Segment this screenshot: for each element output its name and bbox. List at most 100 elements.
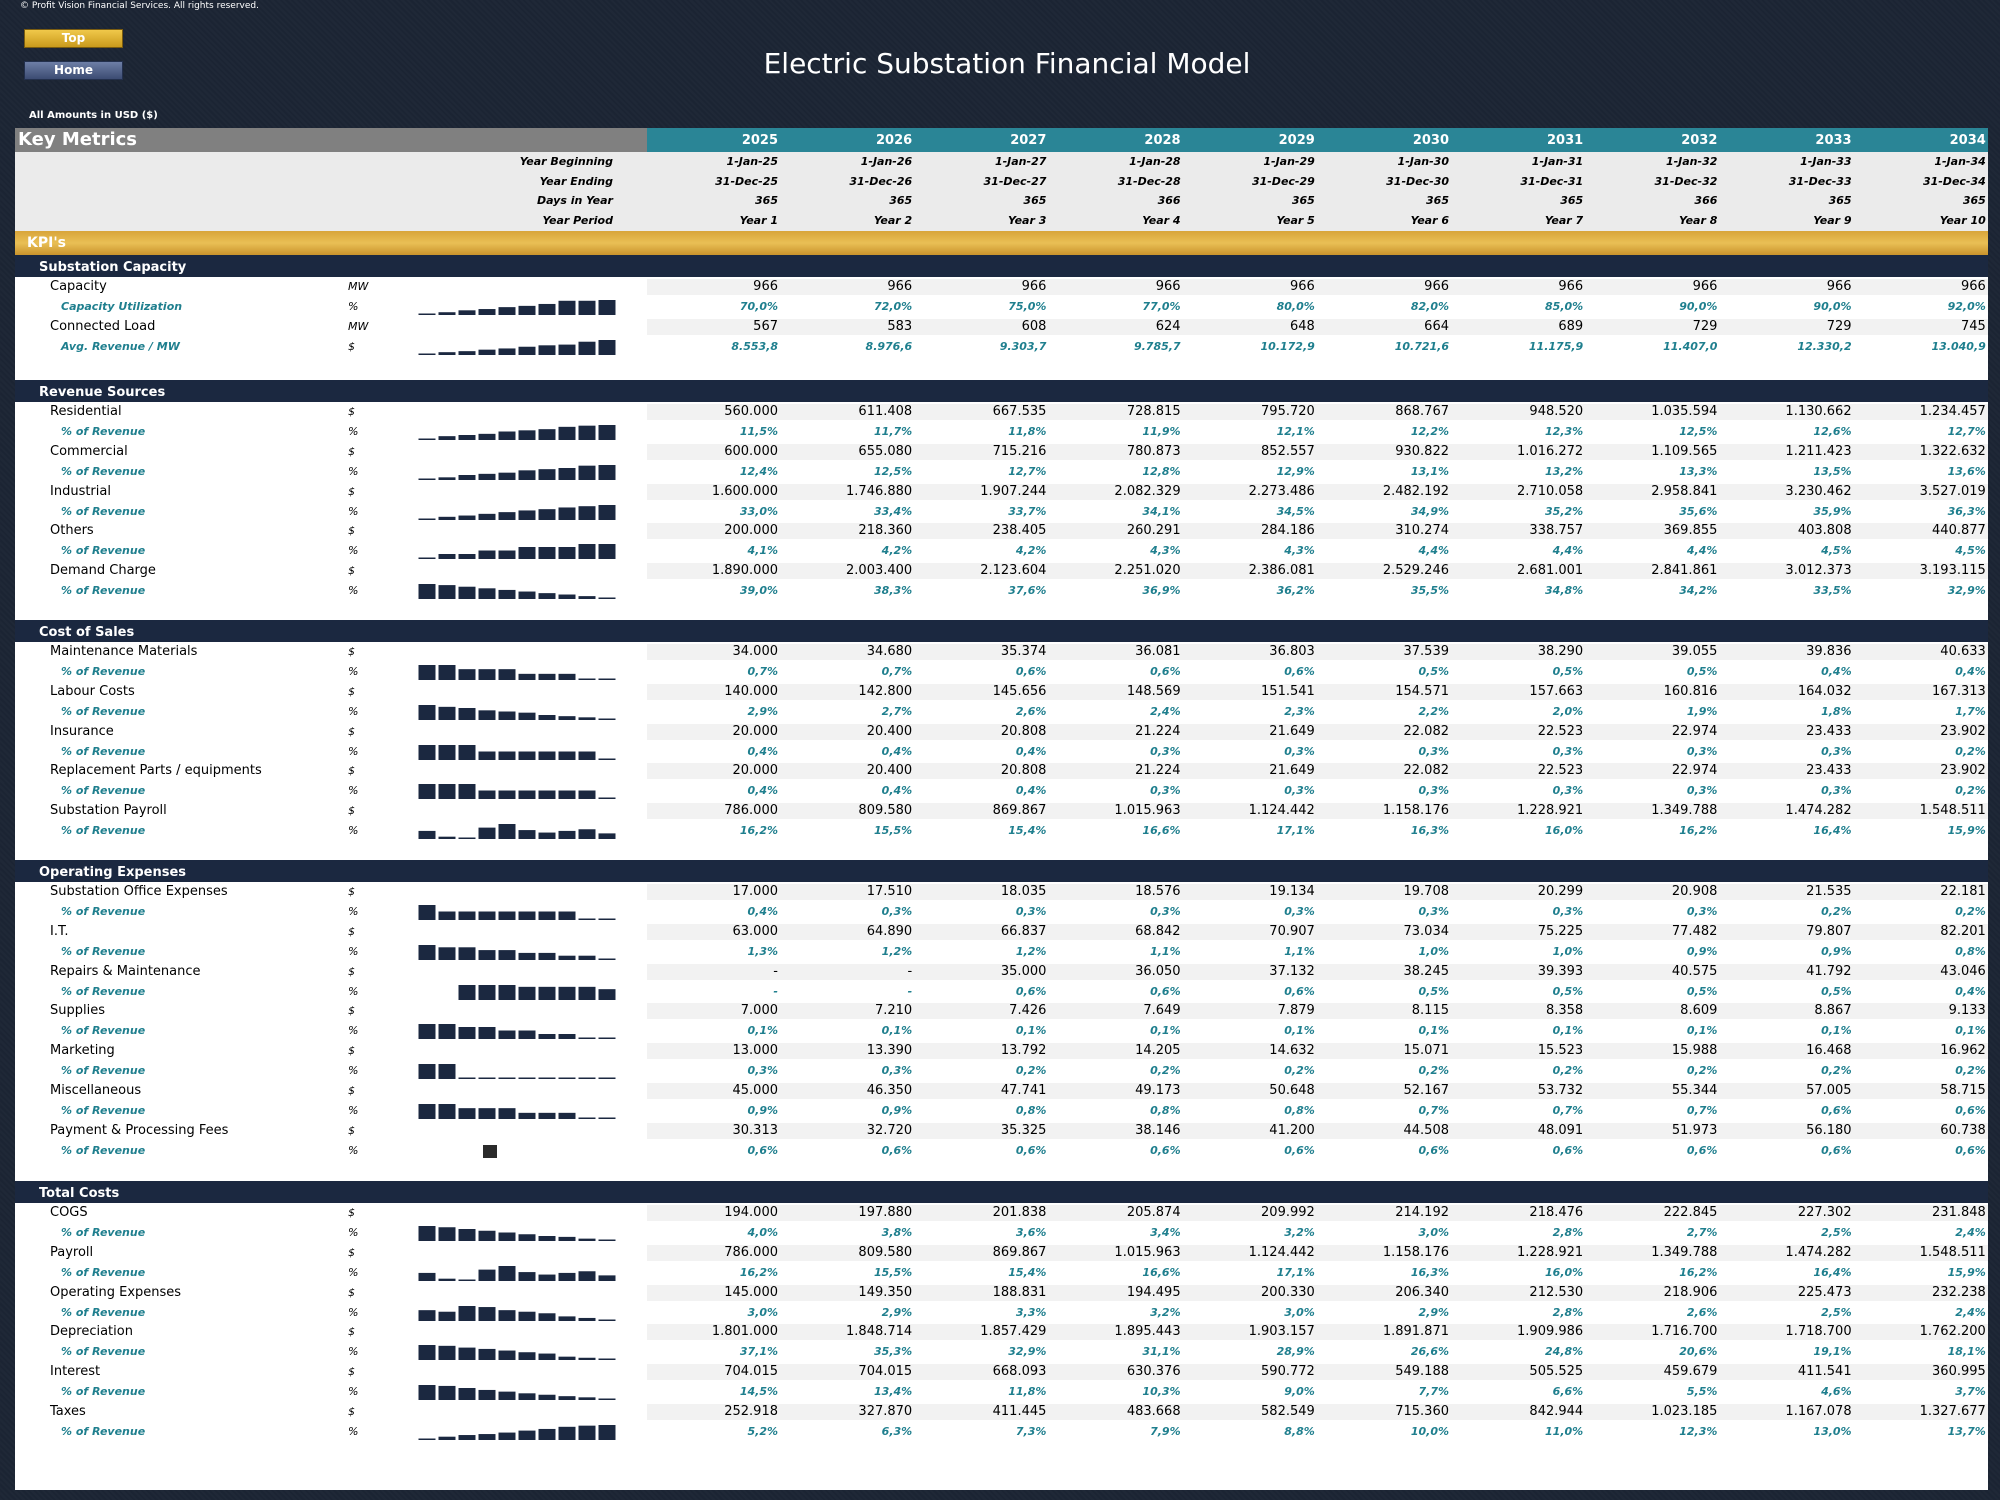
value-cell: 36.803 bbox=[1269, 644, 1315, 659]
value-cell: 795.720 bbox=[1261, 404, 1315, 419]
sparkline-bar bbox=[578, 1358, 596, 1361]
value-band bbox=[647, 723, 1988, 740]
value-cell: 1.848.714 bbox=[846, 1324, 913, 1340]
timeline-value: Year 5 bbox=[1276, 214, 1315, 228]
amounts-currency-label: All Amounts in USD ($) bbox=[29, 110, 158, 121]
value-cell: 2.082.329 bbox=[1114, 483, 1181, 499]
ratio-value: 2,2% bbox=[1418, 704, 1449, 718]
value-cell: 48.091 bbox=[1537, 1122, 1584, 1138]
ratio-value: 0,3% bbox=[1686, 784, 1718, 798]
ratio-value: 0,6% bbox=[881, 1143, 913, 1157]
ratio-value: 10.721,6 bbox=[1394, 339, 1449, 353]
sparkline-bar bbox=[578, 544, 596, 560]
sparkline-bar bbox=[598, 1117, 616, 1119]
line-item-label: Repairs & Maintenance bbox=[50, 963, 201, 979]
unit-label: $ bbox=[348, 964, 355, 978]
value-cell: 590.772 bbox=[1261, 1364, 1315, 1380]
timeline-value: Year 6 bbox=[1410, 214, 1449, 228]
sparkline-bar bbox=[538, 1235, 556, 1241]
value-cell: 966 bbox=[1826, 279, 1852, 294]
sparkline-bar bbox=[498, 472, 516, 480]
timeline-value: 1-Jan-30 bbox=[1397, 155, 1449, 168]
value-band bbox=[647, 1344, 1988, 1361]
value-cell: 1.016.272 bbox=[1517, 443, 1584, 459]
value-cell: 66.837 bbox=[1000, 923, 1047, 939]
ratio-value: 15,9% bbox=[1947, 824, 1986, 838]
ratio-row: % of Revenue% 11,5% 11,7% 11,8% 11,9% 12,1% 12… bbox=[15, 421, 1988, 442]
sparkline-bar bbox=[498, 348, 516, 355]
value-cell: 21.224 bbox=[1135, 723, 1181, 739]
value-cell: 786.000 bbox=[724, 803, 778, 819]
sparkline-bar bbox=[438, 516, 456, 520]
value-cell: 15.988 bbox=[1671, 1043, 1718, 1059]
ratio-row: % of Revenue% 14,5% 13,4% 11,8% 10,3% 9,0% 7,7… bbox=[15, 1382, 1988, 1403]
value-cell: 966 bbox=[1021, 279, 1047, 294]
sparkline-bar bbox=[418, 704, 436, 720]
ratio-label: % of Revenue bbox=[61, 1305, 146, 1319]
value-cell: 1.349.788 bbox=[1651, 1244, 1718, 1260]
year-header-2030: 2030 bbox=[1412, 133, 1449, 148]
sparkline-bar bbox=[518, 751, 536, 760]
sparkline-bar bbox=[498, 550, 516, 560]
ratio-value: 2,0% bbox=[1552, 704, 1584, 718]
sparkline-bar bbox=[578, 1397, 596, 1401]
ratio-value: 70,0% bbox=[739, 299, 778, 313]
value-band bbox=[647, 923, 1988, 940]
sparkline-bar bbox=[498, 1108, 516, 1119]
sparkline-bar bbox=[498, 511, 516, 520]
sparkline-bar bbox=[498, 1350, 516, 1361]
value-cell: 55.344 bbox=[1671, 1083, 1718, 1098]
sparkline-bar bbox=[558, 1356, 576, 1361]
ratio-value: 4,0% bbox=[747, 1225, 778, 1239]
ratio-value: 4,1% bbox=[747, 544, 778, 558]
sparkline-bar bbox=[518, 911, 536, 920]
section-header: Operating Expenses bbox=[15, 860, 1988, 882]
line-item-row: Demand Charge $1.890.000 2.003.400 2.123.60… bbox=[15, 561, 1988, 582]
sparkline-bar bbox=[558, 1272, 576, 1281]
value-band bbox=[647, 523, 1988, 540]
ratio-value: 0,8% bbox=[1284, 1103, 1315, 1117]
value-band bbox=[647, 663, 1988, 680]
ratio-value: 35,2% bbox=[1545, 504, 1584, 518]
ratio-value: 34,1% bbox=[1142, 504, 1181, 518]
value-cell: 1.015.963 bbox=[1114, 803, 1181, 819]
sparkline-bar bbox=[478, 710, 496, 720]
line-item-row: COGS $194.000 197.880 201.838 205.874 209.992… bbox=[15, 1203, 1988, 1223]
top-button[interactable]: Top bbox=[24, 29, 123, 48]
ratio-value: 4,3% bbox=[1284, 544, 1315, 558]
line-item-row: Insurance $20.000 20.400 20.808 21.224 21.649… bbox=[15, 721, 1988, 742]
sparkline-bar bbox=[538, 952, 556, 960]
value-cell: 16.468 bbox=[1806, 1043, 1852, 1059]
value-cell: 3.230.462 bbox=[1785, 483, 1852, 499]
unit-label: % bbox=[348, 1225, 359, 1239]
sparkline-bar bbox=[538, 911, 556, 920]
value-band bbox=[647, 1364, 1988, 1381]
value-cell: 630.376 bbox=[1126, 1364, 1181, 1380]
line-item-label: Commercial bbox=[50, 443, 128, 459]
sparkline-bar bbox=[598, 718, 616, 720]
sparkline-bar bbox=[578, 1037, 596, 1040]
sparkline-bar bbox=[438, 477, 456, 480]
value-band bbox=[647, 1304, 1988, 1321]
home-button[interactable]: Home bbox=[24, 61, 123, 80]
sparkline-bar bbox=[598, 797, 616, 800]
sparkline-bar bbox=[418, 831, 436, 840]
value-cell: 23.433 bbox=[1806, 763, 1852, 779]
ratio-value: 0,6% bbox=[1418, 1143, 1449, 1157]
line-item-label: Depreciation bbox=[50, 1324, 133, 1340]
sparkline-bar bbox=[518, 1234, 536, 1241]
ratio-label: % of Revenue bbox=[61, 1143, 146, 1157]
value-cell: 22.974 bbox=[1671, 723, 1718, 739]
ratio-value: 13,3% bbox=[1679, 464, 1718, 478]
year-header-2025: 2025 bbox=[741, 133, 778, 148]
value-cell: 2.273.486 bbox=[1248, 483, 1315, 499]
ratio-value: 36,2% bbox=[1276, 584, 1315, 598]
sparkline-bar bbox=[458, 515, 476, 520]
value-cell: 19.708 bbox=[1403, 884, 1450, 899]
ratio-row: Capacity Utilization% 70,0% 72,0% 75,0% 77,0… bbox=[15, 296, 1988, 317]
unit-label: % bbox=[348, 984, 359, 998]
sparkline-chart bbox=[418, 784, 616, 800]
ratio-row: % of Revenue% 3,0% 2,9% 3,3% 3,2% 3,0% 2,9% 2,8… bbox=[15, 1302, 1988, 1323]
unit-label: % bbox=[348, 744, 359, 758]
value-cell: 667.535 bbox=[992, 404, 1047, 419]
